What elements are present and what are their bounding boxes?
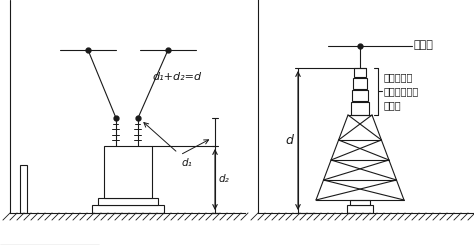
Text: d₁: d₁	[182, 158, 193, 168]
Bar	[98, 198, 158, 205]
Bar	[92, 205, 164, 213]
Bar	[350, 200, 370, 205]
Bar	[352, 90, 368, 101]
Text: d₂: d₂	[219, 174, 230, 184]
Bar	[351, 102, 369, 115]
Bar	[20, 165, 27, 213]
Bar	[104, 146, 152, 198]
Text: d₁+d₂=d: d₁+d₂=d	[152, 72, 201, 82]
Bar	[347, 205, 373, 213]
Text: コンデンサ
（がいし形）
のもの: コンデンサ （がいし形） のもの	[384, 73, 419, 110]
Text: d: d	[285, 134, 293, 147]
Bar	[353, 78, 367, 89]
Bar	[354, 68, 366, 77]
Text: 送電線: 送電線	[414, 40, 434, 50]
